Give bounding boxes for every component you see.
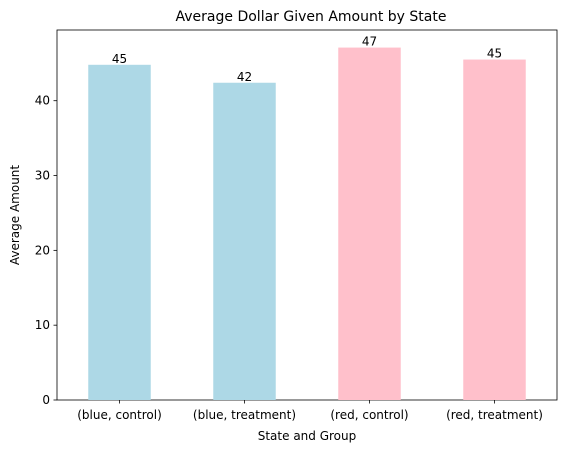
bar-1 <box>213 82 276 401</box>
plot-frame <box>56 29 558 401</box>
chart-title: Average Dollar Given Amount by State <box>176 9 447 25</box>
bar-value-label-3: 45 <box>487 47 502 61</box>
x-tick-label-1: (blue, treatment) <box>193 408 296 422</box>
data-labels-group: 45 42 47 45 <box>112 35 502 84</box>
bar-0 <box>88 64 151 400</box>
bar-value-label-1: 42 <box>237 70 252 84</box>
y-tick-label-2: 20 <box>35 243 50 257</box>
y-axis-ticks: 0 10 20 30 40 <box>35 94 57 407</box>
bar-2 <box>338 47 401 401</box>
x-tick-label-0: (blue, control) <box>77 408 162 422</box>
x-tick-label-3: (red, treatment) <box>446 408 543 422</box>
y-axis-label: Average Amount <box>8 165 22 266</box>
y-tick-label-4: 40 <box>35 94 50 108</box>
y-tick-label-1: 10 <box>35 318 50 332</box>
bars-group <box>88 47 526 401</box>
x-axis-ticks: (blue, control) (blue, treatment) (red, co… <box>77 400 543 422</box>
y-tick-label-0: 0 <box>42 393 50 407</box>
y-tick-label-3: 30 <box>35 169 50 183</box>
bar-3 <box>463 59 526 400</box>
bar-value-label-0: 45 <box>112 52 127 66</box>
bar-value-label-2: 47 <box>362 35 377 49</box>
x-tick-label-2: (red, control) <box>330 408 408 422</box>
x-axis-label: State and Group <box>258 429 357 443</box>
